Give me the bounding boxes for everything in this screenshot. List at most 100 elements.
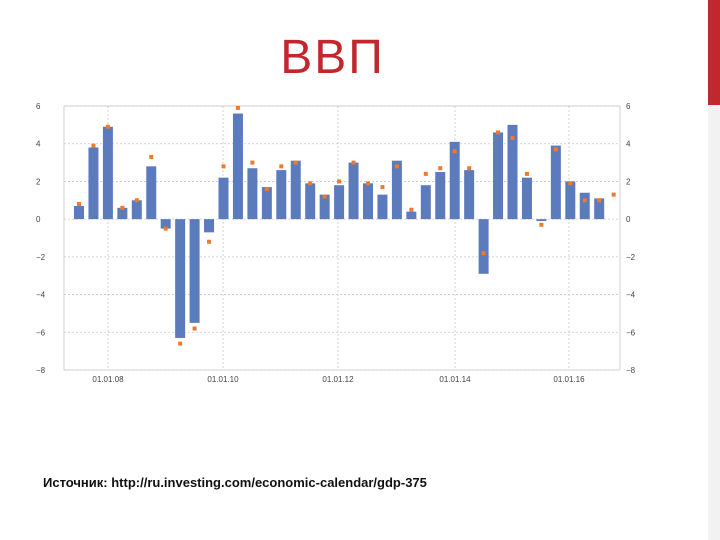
forecast-marker: [221, 164, 226, 169]
x-tick-label: 01.01.08: [92, 375, 124, 384]
y-tick-label-right: 4: [626, 140, 631, 149]
gdp-bar: [536, 219, 547, 222]
gdp-bar: [550, 145, 561, 220]
gdp-bar: [204, 219, 215, 233]
forecast-marker: [264, 186, 269, 191]
forecast-marker: [279, 164, 284, 169]
forecast-marker: [207, 239, 212, 244]
forecast-marker: [308, 181, 313, 186]
y-tick-label-right: 0: [626, 215, 631, 224]
gdp-bar: [146, 166, 157, 220]
gdp-bar: [160, 219, 171, 229]
forecast-marker: [192, 326, 197, 331]
gdp-bar: [521, 177, 532, 220]
forecast-marker: [337, 179, 342, 184]
gdp-bar: [319, 194, 330, 220]
y-tick-label-left: −2: [36, 253, 46, 262]
gdp-bar: [290, 160, 301, 220]
bar-layer: [74, 113, 605, 338]
x-tick-label: 01.01.12: [322, 375, 354, 384]
forecast-marker: [409, 207, 414, 212]
gdp-bar: [507, 124, 518, 220]
slide-title: ВВП: [280, 31, 385, 84]
gdp-bar: [594, 198, 605, 220]
forecast-marker: [452, 149, 457, 154]
forecast-marker: [293, 160, 298, 165]
right-accent-bar-red: [708, 0, 720, 105]
forecast-marker: [235, 105, 240, 110]
forecast-marker: [597, 198, 602, 203]
x-tick-label: 01.01.16: [553, 375, 585, 384]
gdp-bar: [334, 185, 345, 220]
gdp-bar: [117, 207, 128, 220]
forecast-marker: [366, 181, 370, 186]
y-tick-label-right: −8: [626, 366, 636, 375]
gdp-bar: [579, 192, 590, 220]
gdp-bar: [131, 200, 142, 220]
forecast-marker: [467, 166, 472, 171]
forecast-marker: [524, 171, 529, 176]
gdp-bar: [391, 160, 402, 220]
y-tick-label-left: 2: [36, 177, 41, 186]
forecast-marker: [120, 205, 125, 210]
gdp-bar: [102, 126, 113, 220]
gdp-bar: [478, 219, 489, 274]
forecast-marker: [77, 202, 81, 207]
gdp-bar: [406, 211, 417, 220]
forecast-marker: [481, 251, 486, 256]
gdp-bar: [261, 187, 272, 220]
forecast-marker: [91, 143, 96, 148]
y-tick-label-right: −2: [626, 253, 636, 262]
y-tick-label-right: −4: [626, 291, 636, 300]
forecast-marker: [380, 185, 385, 190]
x-tick-label: 01.01.10: [207, 375, 239, 384]
gdp-bar: [435, 172, 446, 220]
forecast-marker: [496, 130, 501, 135]
forecast-marker: [553, 147, 558, 152]
gdp-bar: [88, 147, 99, 220]
gdp-bar: [218, 177, 229, 220]
y-tick-label-left: −4: [36, 291, 46, 300]
gdp-bar: [305, 183, 316, 220]
forecast-marker: [178, 341, 183, 346]
gdp-bar: [377, 194, 388, 220]
forecast-marker: [163, 226, 168, 231]
gdp-bar: [449, 141, 460, 220]
forecast-marker: [134, 198, 139, 203]
y-tick-label-left: 0: [36, 215, 41, 224]
y-tick-label-left: −8: [36, 366, 46, 375]
forecast-marker: [394, 164, 399, 169]
forecast-marker: [250, 160, 255, 165]
marker-layer: [77, 105, 616, 346]
forecast-marker: [539, 222, 544, 227]
y-tick-label-left: 6: [36, 102, 41, 111]
grid-layer: [63, 105, 621, 371]
forecast-marker: [582, 198, 587, 203]
y-tick-label-right: 2: [626, 177, 631, 186]
forecast-marker: [423, 171, 428, 176]
y-tick-label-right: 6: [626, 102, 631, 111]
forecast-marker: [611, 192, 616, 197]
x-tick-label: 01.01.14: [439, 375, 471, 384]
y-tick-label-left: −6: [36, 328, 46, 337]
forecast-marker: [105, 124, 110, 129]
gdp-bar: [189, 219, 200, 323]
gdp-bar: [420, 185, 431, 220]
y-tick-label-right: −6: [626, 328, 636, 337]
forecast-marker: [322, 194, 327, 199]
gdp-bar: [276, 170, 287, 220]
forecast-marker: [438, 166, 443, 171]
forecast-marker: [568, 181, 573, 186]
gdp-bar: [74, 205, 84, 220]
gdp-bar: [175, 219, 186, 338]
y-tick-label-left: 4: [36, 140, 41, 149]
gdp-bar: [247, 168, 258, 220]
plot-frame: [63, 105, 621, 371]
gdp-bar: [493, 132, 504, 220]
forecast-marker: [510, 136, 515, 141]
gdp-bar: [232, 113, 243, 220]
gdp-bar: [464, 170, 475, 220]
right-accent-bar: [708, 0, 720, 540]
gdp-bar: [565, 181, 576, 220]
